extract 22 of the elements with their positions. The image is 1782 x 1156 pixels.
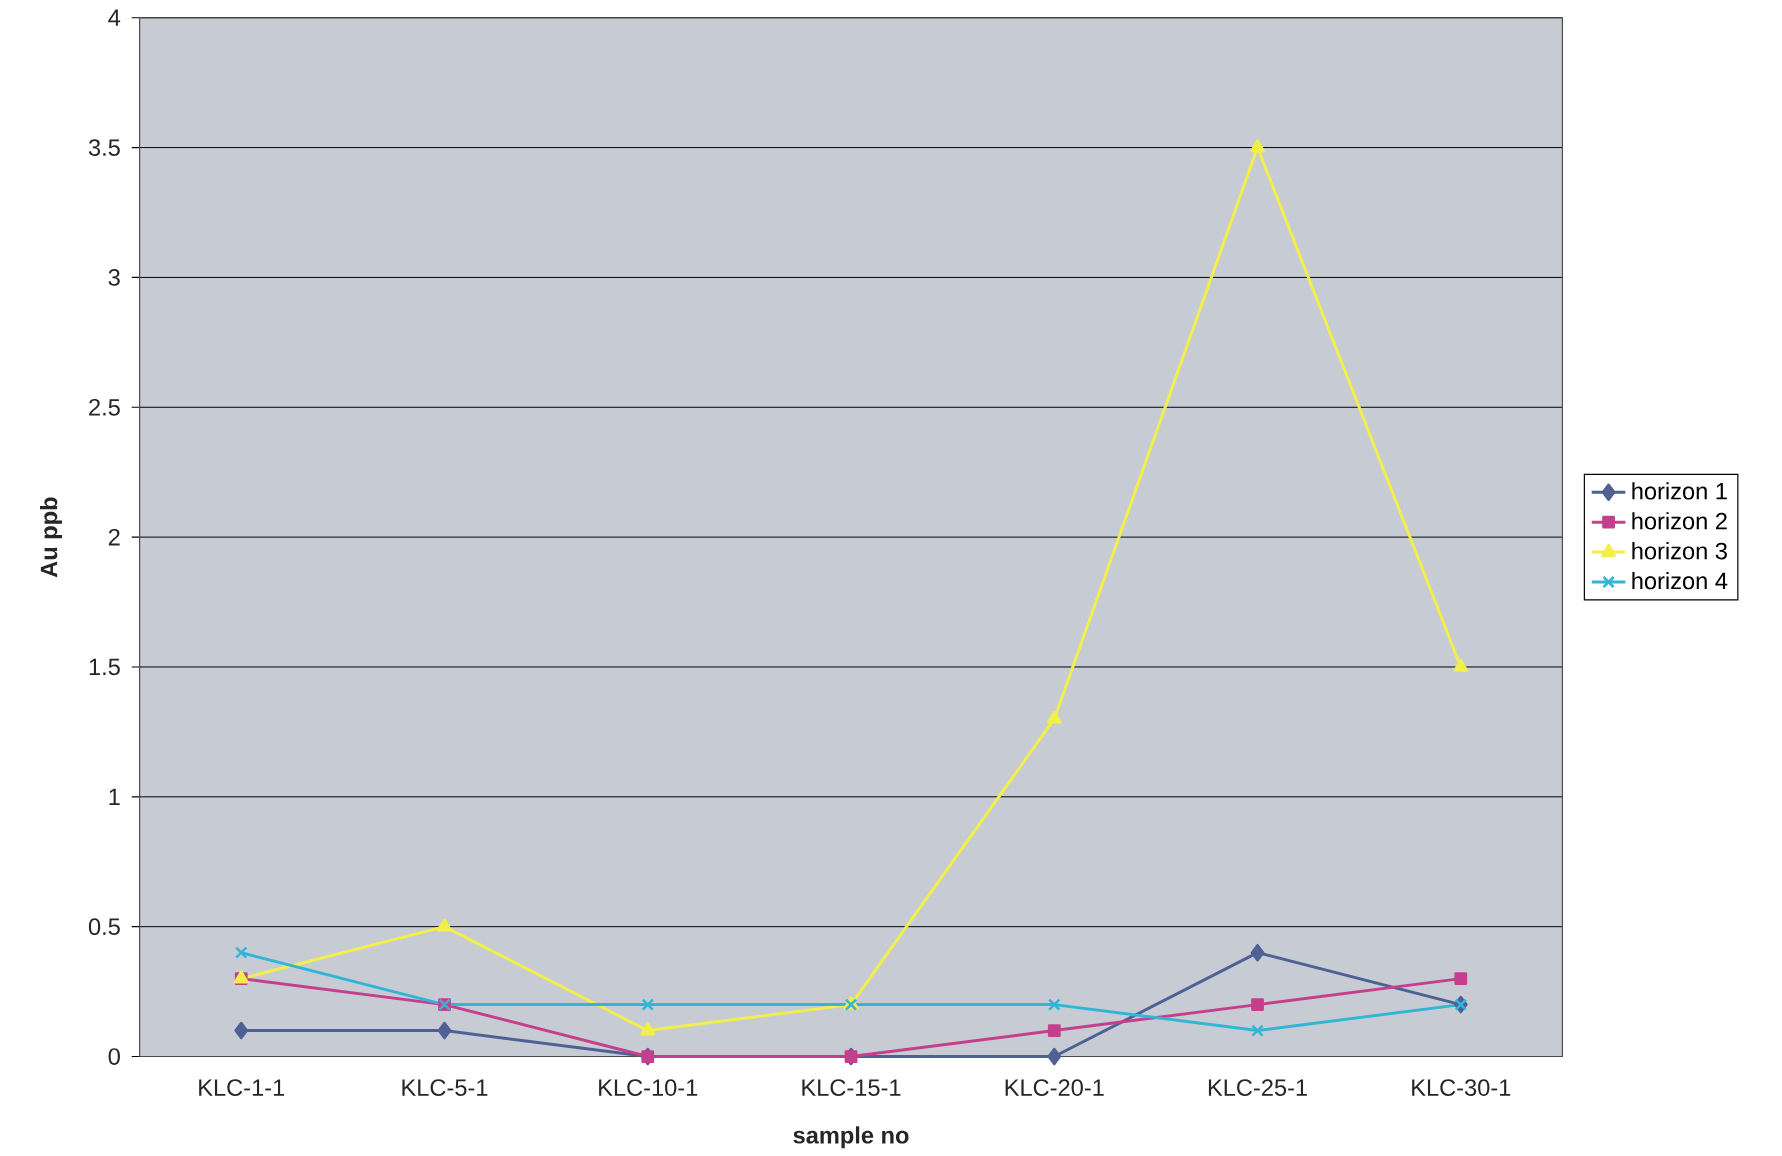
x-tick-label: KLC-20-1 xyxy=(1005,1079,1104,1096)
y-tick-label: 2 xyxy=(108,528,120,546)
y-tick-label: 0 xyxy=(108,1048,120,1065)
y-tick-label: 0.5 xyxy=(88,918,120,936)
y-tick-label: 3.5 xyxy=(88,139,120,156)
y-tick-label: 1.5 xyxy=(89,658,120,676)
y-tick-label: 1 xyxy=(109,788,120,805)
y-tick-label: 3 xyxy=(108,269,120,286)
y-axis-title: Au ppb xyxy=(39,497,62,578)
x-tick-label: KLC-1-1 xyxy=(199,1079,285,1096)
x-tick-label: KLC-30-1 xyxy=(1412,1079,1511,1096)
x-tick-label: KLC-5-1 xyxy=(402,1079,488,1096)
y-tick-label: 2.5 xyxy=(89,398,120,416)
legend-label: horizon 3 xyxy=(1632,542,1727,560)
legend-label: horizon 4 xyxy=(1632,571,1728,590)
x-tick-label: KLC-15-1 xyxy=(802,1079,901,1096)
legend-label: horizon 2 xyxy=(1632,512,1727,530)
x-tick-label: KLC-10-1 xyxy=(599,1079,698,1096)
y-tick-label: 4 xyxy=(108,9,121,26)
legend-label: horizon 1 xyxy=(1632,482,1727,500)
x-axis-title: sample no xyxy=(793,1126,909,1149)
x-tick-label: KLC-25-1 xyxy=(1208,1079,1307,1096)
